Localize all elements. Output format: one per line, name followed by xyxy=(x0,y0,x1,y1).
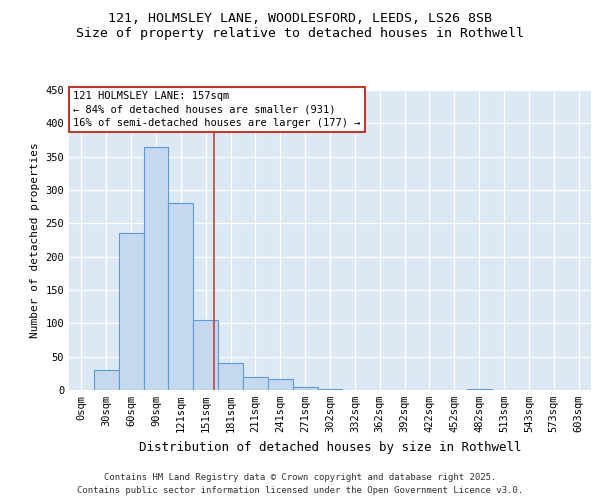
Text: 121, HOLMSLEY LANE, WOODLESFORD, LEEDS, LS26 8SB: 121, HOLMSLEY LANE, WOODLESFORD, LEEDS, … xyxy=(108,12,492,26)
Bar xyxy=(94,370,119,390)
Bar xyxy=(243,376,268,390)
Bar xyxy=(293,386,317,390)
Bar xyxy=(193,320,218,390)
Bar xyxy=(169,204,193,390)
Text: 121 HOLMSLEY LANE: 157sqm
← 84% of detached houses are smaller (931)
16% of semi: 121 HOLMSLEY LANE: 157sqm ← 84% of detac… xyxy=(73,92,361,128)
Bar xyxy=(218,364,243,390)
Text: Size of property relative to detached houses in Rothwell: Size of property relative to detached ho… xyxy=(76,28,524,40)
Bar xyxy=(119,234,143,390)
Bar xyxy=(268,378,293,390)
Y-axis label: Number of detached properties: Number of detached properties xyxy=(30,142,40,338)
X-axis label: Distribution of detached houses by size in Rothwell: Distribution of detached houses by size … xyxy=(139,440,521,454)
Text: Contains HM Land Registry data © Crown copyright and database right 2025.: Contains HM Land Registry data © Crown c… xyxy=(104,474,496,482)
Bar xyxy=(143,146,169,390)
Text: Contains public sector information licensed under the Open Government Licence v3: Contains public sector information licen… xyxy=(77,486,523,495)
